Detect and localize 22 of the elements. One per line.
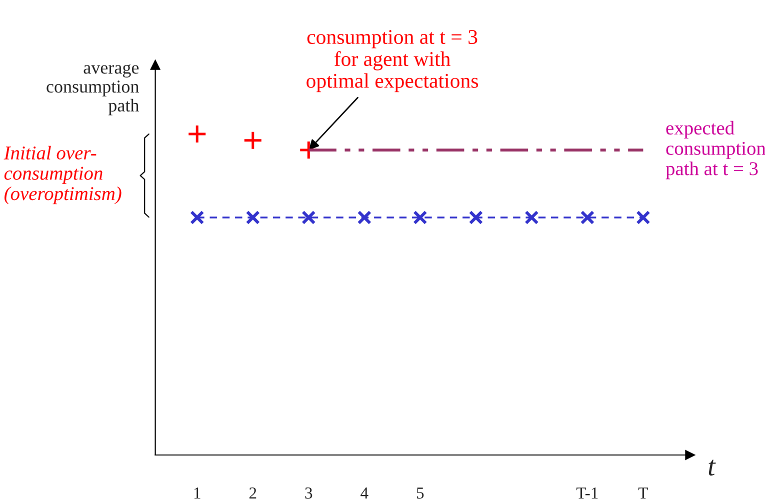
x-tick-label: 4 [360,488,368,499]
x-tick-label: T [638,488,648,499]
point [357,210,372,225]
point [187,124,207,144]
point [524,210,539,225]
x-axis-title: t [708,460,716,476]
point [580,210,595,225]
y-axis-title: average consumption path [46,64,140,116]
point [302,210,316,225]
text: Initial over- consumption (overoptimism) [4,146,122,204]
x-tick-label: 1 [194,488,200,499]
x-tick-label: T-1 [576,488,598,499]
point [636,210,650,225]
x-tick-label: 5 [416,488,424,499]
annotation: consumption at t = 3 for agent with optimal expectations [306,30,478,92]
point [190,210,204,225]
x-tick-label: 2 [249,487,256,499]
point [468,210,483,225]
x-tick-label: 3 [305,487,312,499]
point [413,210,428,225]
point [243,130,263,150]
point [246,210,260,225]
